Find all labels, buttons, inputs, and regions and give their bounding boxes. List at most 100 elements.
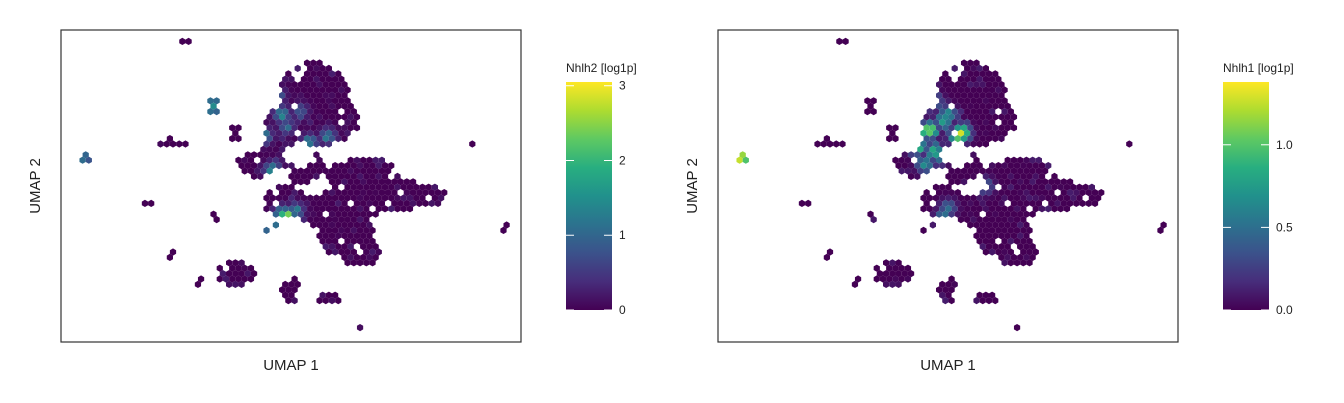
cell-hexbin [394,205,401,213]
cell-hexbin [907,162,915,170]
cell-hexbin [960,91,968,99]
cell-hexbin [366,178,373,186]
cell-hexbin [1032,162,1039,170]
cell-hexbin [995,162,1002,170]
cell-hexbin [288,183,295,191]
cell-hexbin [372,167,379,175]
cell-hexbin [998,189,1005,197]
cell-hexbin [350,205,357,213]
cell-hexbin [291,113,298,121]
cell-hexbin [823,135,830,143]
cell-hexbin [1063,205,1071,213]
cell-hexbin [288,291,295,299]
cell-hexbin [279,210,286,218]
cell-hexbin [332,108,339,116]
cell-hexbin [285,135,292,143]
cell-hexbin [960,59,968,67]
cell-hexbin [291,124,298,132]
cell-hexbin [250,172,258,180]
cell-hexbin [285,210,292,218]
cell-hexbin [300,108,308,116]
cell-hexbin [307,118,314,126]
cell-hexbin [282,97,289,105]
cell-hexbin [1017,167,1024,175]
cell-hexbin [982,226,989,234]
cell-hexbin [353,253,361,261]
cell-hexbin [288,172,295,180]
cell-hexbin [1032,248,1039,256]
cell-hexbin [973,167,980,175]
cell-hexbin [310,81,317,89]
cell-hexbin [322,243,329,251]
cell-hexbin [1001,226,1008,234]
cell-hexbin [1076,194,1083,202]
cell-hexbin [929,156,936,164]
cell-hexbin [169,248,177,256]
cell-hexbin [932,129,940,137]
cell-hexbin [954,124,961,132]
cell-hexbin [1017,210,1024,218]
cell-hexbin [1010,167,1018,175]
cell-hexbin [360,210,367,218]
cell-hexbin [269,108,276,116]
cell-hexbin [976,86,983,94]
cell-hexbin [995,226,1002,234]
cell-hexbin [889,280,896,288]
cell-hexbin [341,253,348,261]
cell-hexbin [338,216,345,224]
cell-hexbin [945,172,952,180]
cell-hexbin [213,216,220,224]
cell-hexbin [297,199,304,207]
cell-hexbin [992,167,999,175]
cell-hexbin [992,199,999,207]
cell-hexbin [948,275,955,283]
cell-hexbin [976,205,983,213]
cell-hexbin [300,194,308,202]
cell-hexbin [335,199,342,207]
cell-hexbin [279,189,286,197]
cell-hexbin [332,86,339,94]
cell-hexbin [973,59,980,67]
cell-hexbin [967,59,974,67]
cell-hexbin [982,194,989,202]
cell-hexbin [970,118,977,126]
cell-hexbin [388,205,395,213]
cell-hexbin [288,205,295,213]
cell-hexbin [970,194,977,202]
cell-hexbin [992,102,999,110]
cell-hexbin [169,140,177,148]
cell-hexbin [982,86,989,94]
cell-hexbin [873,264,880,272]
cell-hexbin [1038,162,1046,170]
cell-hexbin [995,97,1002,105]
cell-hexbin [945,108,952,116]
cell-hexbin [1042,178,1049,186]
cell-hexbin [226,270,233,278]
cell-hexbin [328,243,336,251]
cell-hexbin [985,70,993,78]
cell-hexbin [269,118,276,126]
cell-hexbin [413,183,420,191]
cell-hexbin [992,189,999,197]
cell-hexbin [381,205,389,213]
cell-hexbin [960,70,968,78]
cell-hexbin [297,167,304,175]
cell-hexbin [360,178,367,186]
cell-hexbin [325,172,332,180]
cell-hexbin [328,210,336,218]
cell-hexbin [282,183,289,191]
cell-hexbin [366,167,373,175]
cell-hexbin [736,156,743,164]
cell-hexbin [979,124,986,132]
cell-hexbin [1010,124,1018,132]
cell-hexbin [923,145,930,153]
cell-hexbin [948,91,955,99]
cell-hexbin [985,210,993,218]
cell-hexbin [319,64,326,72]
y-axis-title: UMAP 2 [684,158,701,214]
cell-hexbin [372,189,379,197]
cell-hexbin [964,140,971,148]
cell-hexbin [907,172,915,180]
cell-hexbin [409,189,417,197]
